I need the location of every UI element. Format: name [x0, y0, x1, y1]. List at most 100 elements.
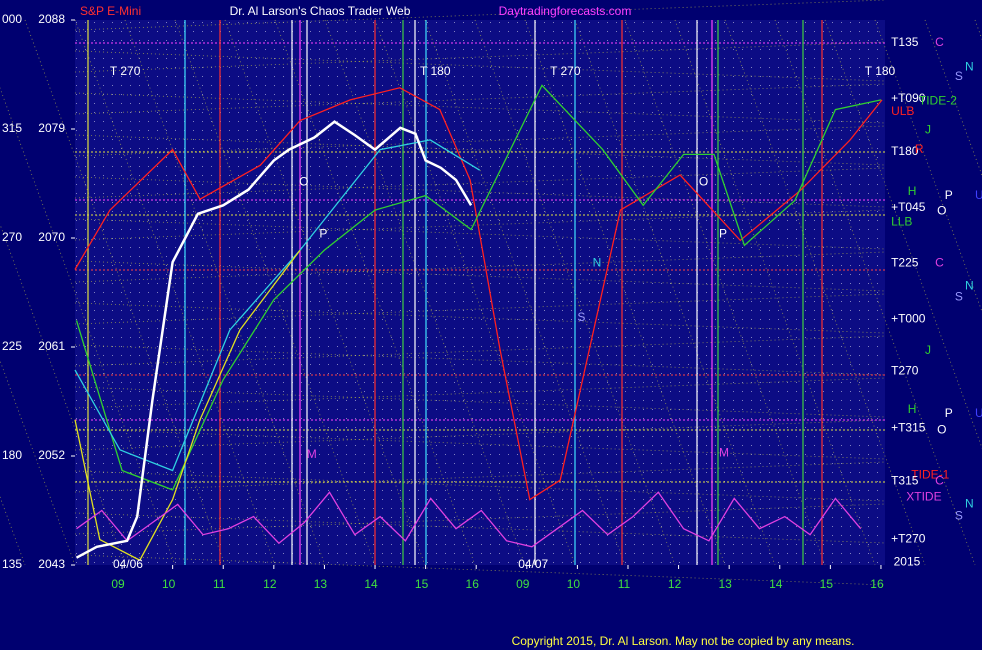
copyright: Copyright 2015, Dr. Al Larson. May not b…: [512, 634, 855, 648]
annotation: +T270: [891, 532, 926, 546]
diagonal: [274, 19, 476, 566]
x-tick-label: 10: [567, 577, 581, 591]
diagonal: [0, 86, 176, 566]
annotation: S: [955, 69, 963, 83]
annotation: O: [299, 174, 308, 188]
x-tick-label: 15: [820, 577, 834, 591]
diagonal: [724, 19, 926, 566]
annotation: TIDE-1: [911, 468, 949, 482]
annotation: LLB: [891, 214, 912, 228]
diagonal: [774, 19, 976, 566]
diagonal: [474, 19, 676, 566]
diagonal: [424, 19, 626, 566]
x-tick-label: 12: [668, 577, 682, 591]
annotation: C: [935, 35, 944, 49]
annotation: N: [965, 59, 974, 73]
plot-dots: [75, 20, 885, 565]
x-tick-label: 10: [162, 577, 176, 591]
y-tick-label: 2043: [38, 557, 65, 571]
annotation: S: [955, 290, 963, 304]
angle-label: 135: [2, 557, 22, 571]
annotation: P: [319, 227, 327, 241]
annotation: O: [937, 423, 946, 437]
annotation: C: [935, 474, 944, 488]
diagonal: [524, 19, 726, 566]
series-line: [74, 249, 301, 562]
annotation: +T090: [891, 91, 926, 105]
annotation: +T315: [891, 420, 926, 434]
annotation: +T000: [891, 311, 926, 325]
annotation: P: [719, 227, 727, 241]
instrument: S&P E-Mini: [80, 4, 141, 18]
angle-label: 180: [2, 448, 22, 462]
y-tick-label: 2079: [38, 121, 65, 135]
annotation: S: [577, 310, 585, 324]
annotation: 2015: [894, 555, 921, 569]
annotation: +T045: [891, 200, 926, 214]
annotation: M: [719, 446, 729, 460]
annotation: T 270: [550, 64, 581, 78]
annotation: O: [699, 174, 708, 188]
series-line: [75, 84, 882, 491]
annotation: TIDE-2: [919, 93, 957, 107]
x-tick-label: 13: [718, 577, 732, 591]
angle-label: 000: [2, 12, 22, 26]
annotation: T 180: [865, 64, 896, 78]
annotation: T225: [891, 256, 919, 270]
annotation: U: [975, 188, 982, 202]
annotation: 04/07: [518, 557, 548, 571]
annotation: O: [937, 204, 946, 218]
x-tick-label: 09: [111, 577, 125, 591]
decor: [0, 0, 982, 586]
angle-label: 315: [2, 121, 22, 135]
x-tick-label: 11: [213, 577, 226, 591]
annotation: N: [593, 256, 602, 270]
series-line: [76, 491, 862, 548]
annotation: P: [945, 188, 953, 202]
x-tick-label: 09: [516, 577, 530, 591]
annotation: R: [915, 142, 924, 156]
annotation: S: [955, 509, 963, 523]
x-tick-label: 16: [466, 577, 480, 591]
annotation: T270: [891, 363, 919, 377]
series-line: [75, 120, 473, 559]
annotation: H: [908, 184, 917, 198]
diagonal: [924, 19, 982, 177]
x-tick-label: 14: [769, 577, 783, 591]
series-line: [74, 139, 481, 472]
angle-label: 270: [2, 230, 22, 244]
annotation: T315: [891, 474, 919, 488]
diagonal: [174, 19, 376, 566]
annotation: T180: [891, 144, 919, 158]
annotation: P: [945, 406, 953, 420]
annotation: ULB: [891, 104, 914, 118]
x-tick-label: 14: [364, 577, 378, 591]
x-tick-label: 16: [870, 577, 884, 591]
y-tick-label: 2088: [38, 12, 65, 26]
series-line: [74, 87, 883, 501]
annotation: N: [965, 497, 974, 511]
annotation: T 270: [110, 64, 141, 78]
diagonal: [574, 19, 776, 566]
diagonal: [324, 19, 526, 566]
x-tick-label: 11: [618, 577, 631, 591]
diagonal: [674, 19, 876, 566]
annotation: XTIDE: [906, 489, 941, 503]
diagonal: [374, 19, 576, 566]
diagonal: [74, 19, 276, 566]
y-tick-label: 2052: [38, 448, 65, 462]
annotation: T 180: [420, 64, 451, 78]
annotation: U: [975, 406, 982, 420]
diagonal: [624, 19, 826, 566]
annotation: C: [935, 256, 944, 270]
annotation: H: [908, 402, 917, 416]
diagonal: [824, 19, 982, 449]
x-tick-label: 13: [314, 577, 328, 591]
diagonal: [224, 19, 426, 566]
diagonal: [24, 19, 226, 566]
annotation: J: [925, 122, 931, 136]
annotation: J: [925, 343, 931, 357]
x-tick-label: 15: [415, 577, 429, 591]
annotation: T135: [891, 35, 919, 49]
